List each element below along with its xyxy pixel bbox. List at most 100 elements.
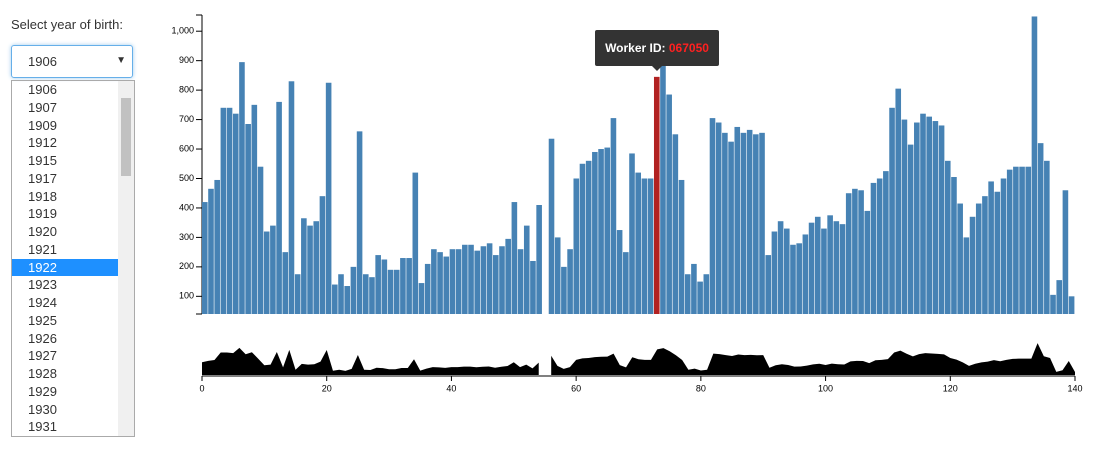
bar[interactable] xyxy=(653,76,660,315)
bar xyxy=(245,123,251,314)
year-option[interactable]: 1921 xyxy=(28,241,57,257)
bar xyxy=(431,249,437,314)
bar xyxy=(412,172,419,314)
bar xyxy=(907,144,914,314)
year-option[interactable]: 1909 xyxy=(28,117,57,133)
bar xyxy=(443,256,450,314)
bar xyxy=(282,252,289,314)
year-option[interactable]: 1931 xyxy=(28,419,57,435)
year-option[interactable]: 1906 xyxy=(28,82,57,97)
bar xyxy=(864,210,871,314)
bar xyxy=(876,178,883,314)
bar xyxy=(963,237,970,314)
bar xyxy=(901,119,908,314)
selected-year: 1906 xyxy=(28,54,57,69)
year-option[interactable]: 1912 xyxy=(28,135,57,151)
bar xyxy=(400,258,406,314)
bar xyxy=(975,203,982,314)
year-select[interactable]: 1906 ▼ xyxy=(11,45,133,78)
select-label: Select year of birth: xyxy=(11,17,123,32)
bar xyxy=(709,118,716,314)
bar xyxy=(610,118,617,314)
bar xyxy=(722,132,728,314)
bar xyxy=(263,231,270,314)
bar xyxy=(208,188,214,314)
year-option[interactable]: 1924 xyxy=(28,295,57,310)
bar xyxy=(914,122,920,314)
bar xyxy=(511,202,518,314)
bar xyxy=(486,243,493,314)
year-option[interactable]: 1920 xyxy=(28,224,57,239)
bar xyxy=(666,94,672,314)
year-options: 1906 1907 1909 1912 1915 1917 1918 1919 1920 1921… xyxy=(11,80,135,437)
bar xyxy=(684,274,691,314)
year-option[interactable]: 1928 xyxy=(28,366,57,381)
bar xyxy=(827,215,833,314)
bar xyxy=(462,244,468,314)
x-tick-label: 80 xyxy=(696,383,706,393)
bar xyxy=(499,246,505,314)
year-option[interactable]: 1925 xyxy=(28,312,57,328)
year-option[interactable]: 1930 xyxy=(28,401,57,417)
bar xyxy=(616,230,623,314)
bar xyxy=(821,228,827,314)
bar xyxy=(938,125,945,314)
scroll-thumb[interactable] xyxy=(121,98,131,176)
bar xyxy=(944,160,951,314)
year-option[interactable]: 1926 xyxy=(28,330,57,346)
bar xyxy=(369,277,375,314)
select-arrow: ▼ xyxy=(116,55,126,66)
bar xyxy=(1050,294,1056,314)
year-option[interactable]: 1922 xyxy=(12,258,118,277)
bar xyxy=(344,286,350,314)
bar xyxy=(294,274,301,314)
bar xyxy=(276,101,282,314)
bar xyxy=(536,205,542,314)
y-tick-label: 700 xyxy=(179,114,194,124)
year-option[interactable]: 1929 xyxy=(28,383,57,399)
bar xyxy=(1013,166,1019,314)
year-option[interactable]: 1917 xyxy=(28,170,57,186)
year-option[interactable]: 1907 xyxy=(28,99,57,115)
bar xyxy=(356,131,363,314)
tooltip: Worker ID: 067050 xyxy=(595,29,719,71)
bar xyxy=(554,237,561,314)
bar xyxy=(406,258,412,314)
bar xyxy=(839,224,846,314)
year-option[interactable]: 1915 xyxy=(28,153,57,168)
year-option[interactable]: 1919 xyxy=(28,206,57,222)
bar xyxy=(635,172,641,314)
bar xyxy=(232,113,239,315)
bar xyxy=(220,107,227,314)
bar xyxy=(387,269,394,314)
bar xyxy=(845,193,852,314)
bar xyxy=(270,225,276,314)
bar xyxy=(932,121,939,315)
bar xyxy=(703,274,710,314)
scrollbar[interactable] xyxy=(118,81,134,436)
x-tick-label: 40 xyxy=(446,383,456,393)
bar xyxy=(202,202,208,314)
bar xyxy=(728,141,734,314)
bar xyxy=(1019,166,1025,314)
bar xyxy=(1000,178,1007,314)
bar xyxy=(988,181,994,314)
y-tick-label: 400 xyxy=(179,202,194,212)
bar xyxy=(994,191,1001,314)
bar xyxy=(251,104,258,314)
year-option[interactable]: 1927 xyxy=(28,348,57,364)
bar xyxy=(480,246,487,314)
bar xyxy=(301,218,307,314)
bar xyxy=(1062,190,1069,314)
bar xyxy=(257,166,264,314)
bar xyxy=(660,65,666,314)
bar xyxy=(332,284,338,314)
year-option[interactable]: 1918 xyxy=(28,188,57,204)
y-tick-label: 1,000 xyxy=(171,26,194,36)
bar xyxy=(852,188,858,314)
bar xyxy=(455,249,462,314)
x-tick-label: 0 xyxy=(199,383,204,393)
year-option[interactable]: 1923 xyxy=(28,277,57,293)
bar xyxy=(375,255,381,314)
